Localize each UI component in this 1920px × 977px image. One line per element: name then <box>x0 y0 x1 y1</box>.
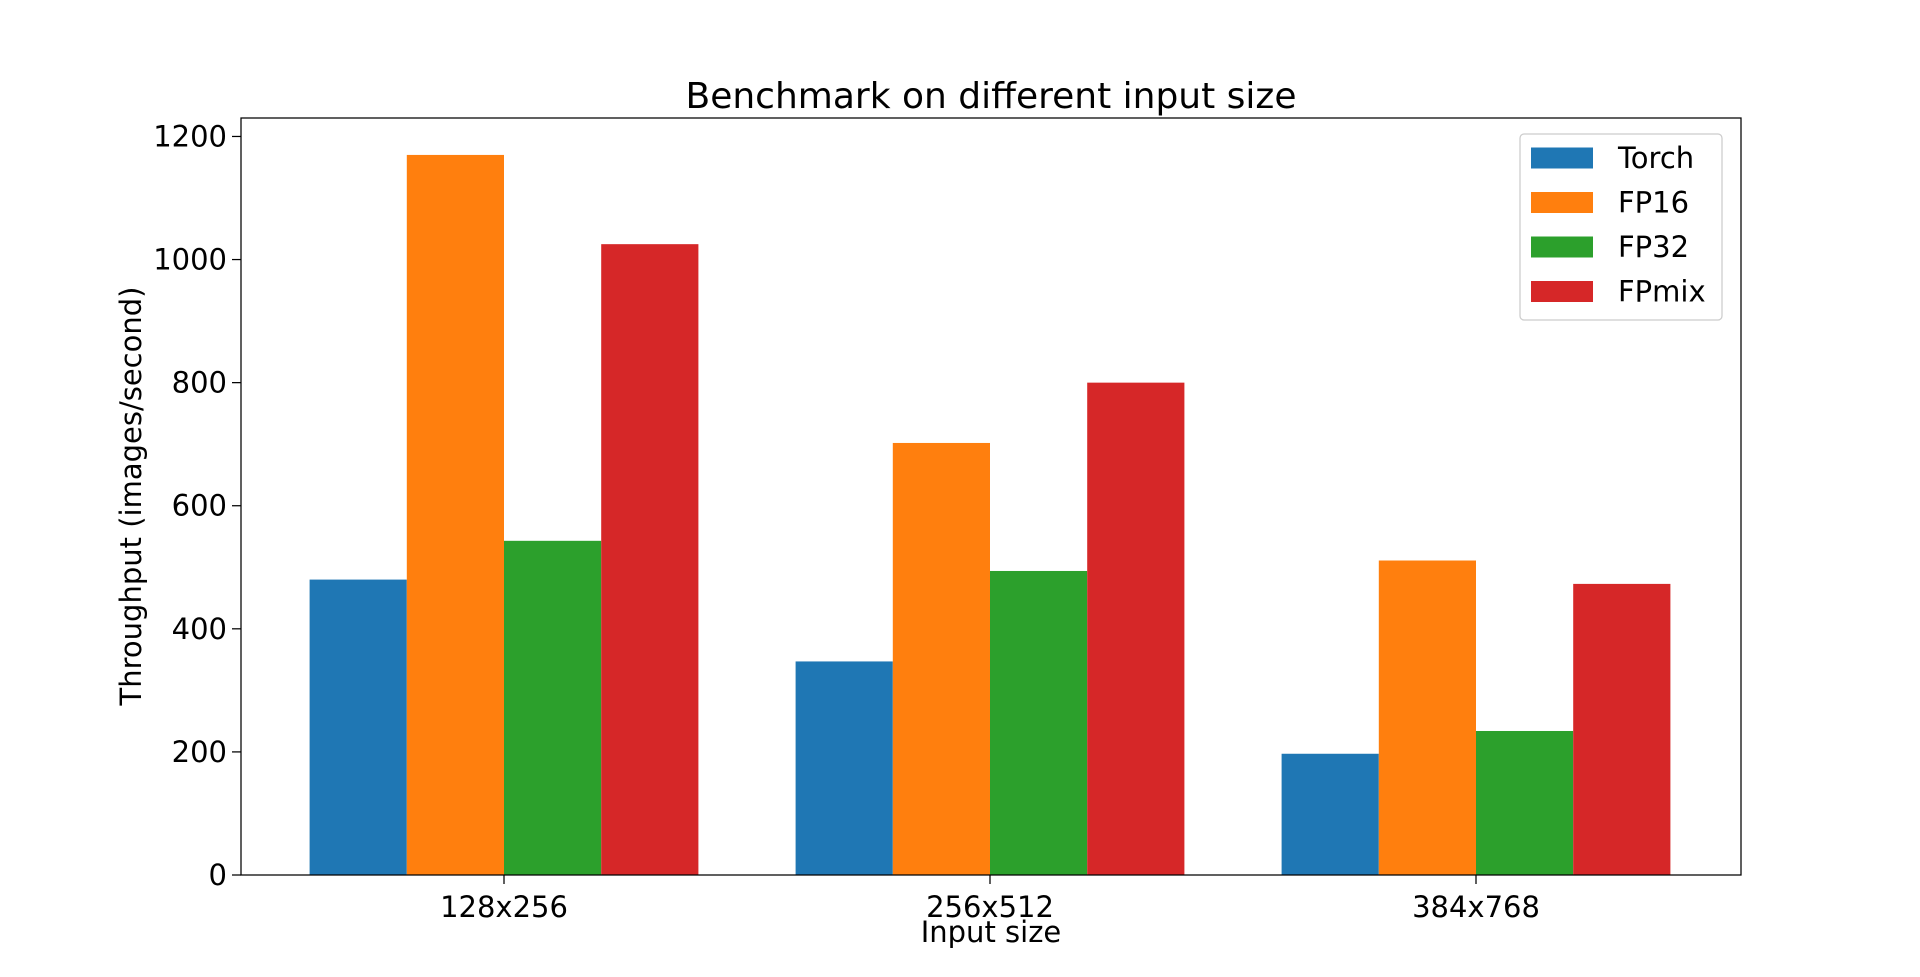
legend: Torch FP16 FP32 FPmix <box>1519 133 1723 321</box>
y-tick-label: 1000 <box>153 243 227 277</box>
x-axis-label: Input size <box>921 915 1062 949</box>
y-tick-label: 200 <box>172 735 227 769</box>
bar-fp32-128x256 <box>504 540 602 875</box>
bar-torch-384x768 <box>1281 753 1379 875</box>
x-tick-label: 128x256 <box>440 890 568 924</box>
y-tick-label: 1200 <box>153 119 227 153</box>
legend-label-fp32: FP32 <box>1618 230 1689 264</box>
bars-layer <box>309 154 1671 876</box>
y-tick-label: 0 <box>209 858 227 892</box>
legend-swatch-torch <box>1531 147 1593 169</box>
bar-fp32-256x512 <box>990 570 1088 875</box>
legend-box <box>1519 133 1723 321</box>
bar-fpmix-256x512 <box>1087 382 1185 875</box>
y-tick-label: 600 <box>172 489 227 523</box>
legend-label-fpmix: FPmix <box>1618 275 1706 309</box>
y-tick-label: 800 <box>172 366 227 400</box>
bar-torch-256x512 <box>795 661 893 875</box>
plot-frame <box>240 117 1742 876</box>
bar-fp16-256x512 <box>892 442 990 875</box>
legend-label-fp16: FP16 <box>1618 186 1689 220</box>
y-tick-label: 400 <box>172 612 227 646</box>
y-axis-label: Throughput (images/second) <box>114 287 148 707</box>
y-axis: 0 200 400 600 800 1000 1200 <box>153 119 241 892</box>
x-axis: 128x256 256x512 384x768 <box>440 875 1540 924</box>
x-tick-label: 384x768 <box>1412 890 1540 924</box>
legend-swatch-fpmix <box>1531 281 1593 302</box>
bar-fp16-128x256 <box>406 154 504 876</box>
chart-title: Benchmark on different input size <box>686 76 1297 117</box>
bar-fpmix-128x256 <box>601 244 699 875</box>
bar-fp32-384x768 <box>1476 730 1574 875</box>
legend-swatch-fp32 <box>1531 236 1593 258</box>
legend-swatch-fp16 <box>1531 192 1593 213</box>
bar-torch-128x256 <box>309 579 407 875</box>
legend-label-torch: Torch <box>1617 141 1694 175</box>
x-tick-label: 256x512 <box>926 890 1054 924</box>
bar-fp16-384x768 <box>1378 560 1476 875</box>
bar-fpmix-384x768 <box>1573 583 1671 875</box>
